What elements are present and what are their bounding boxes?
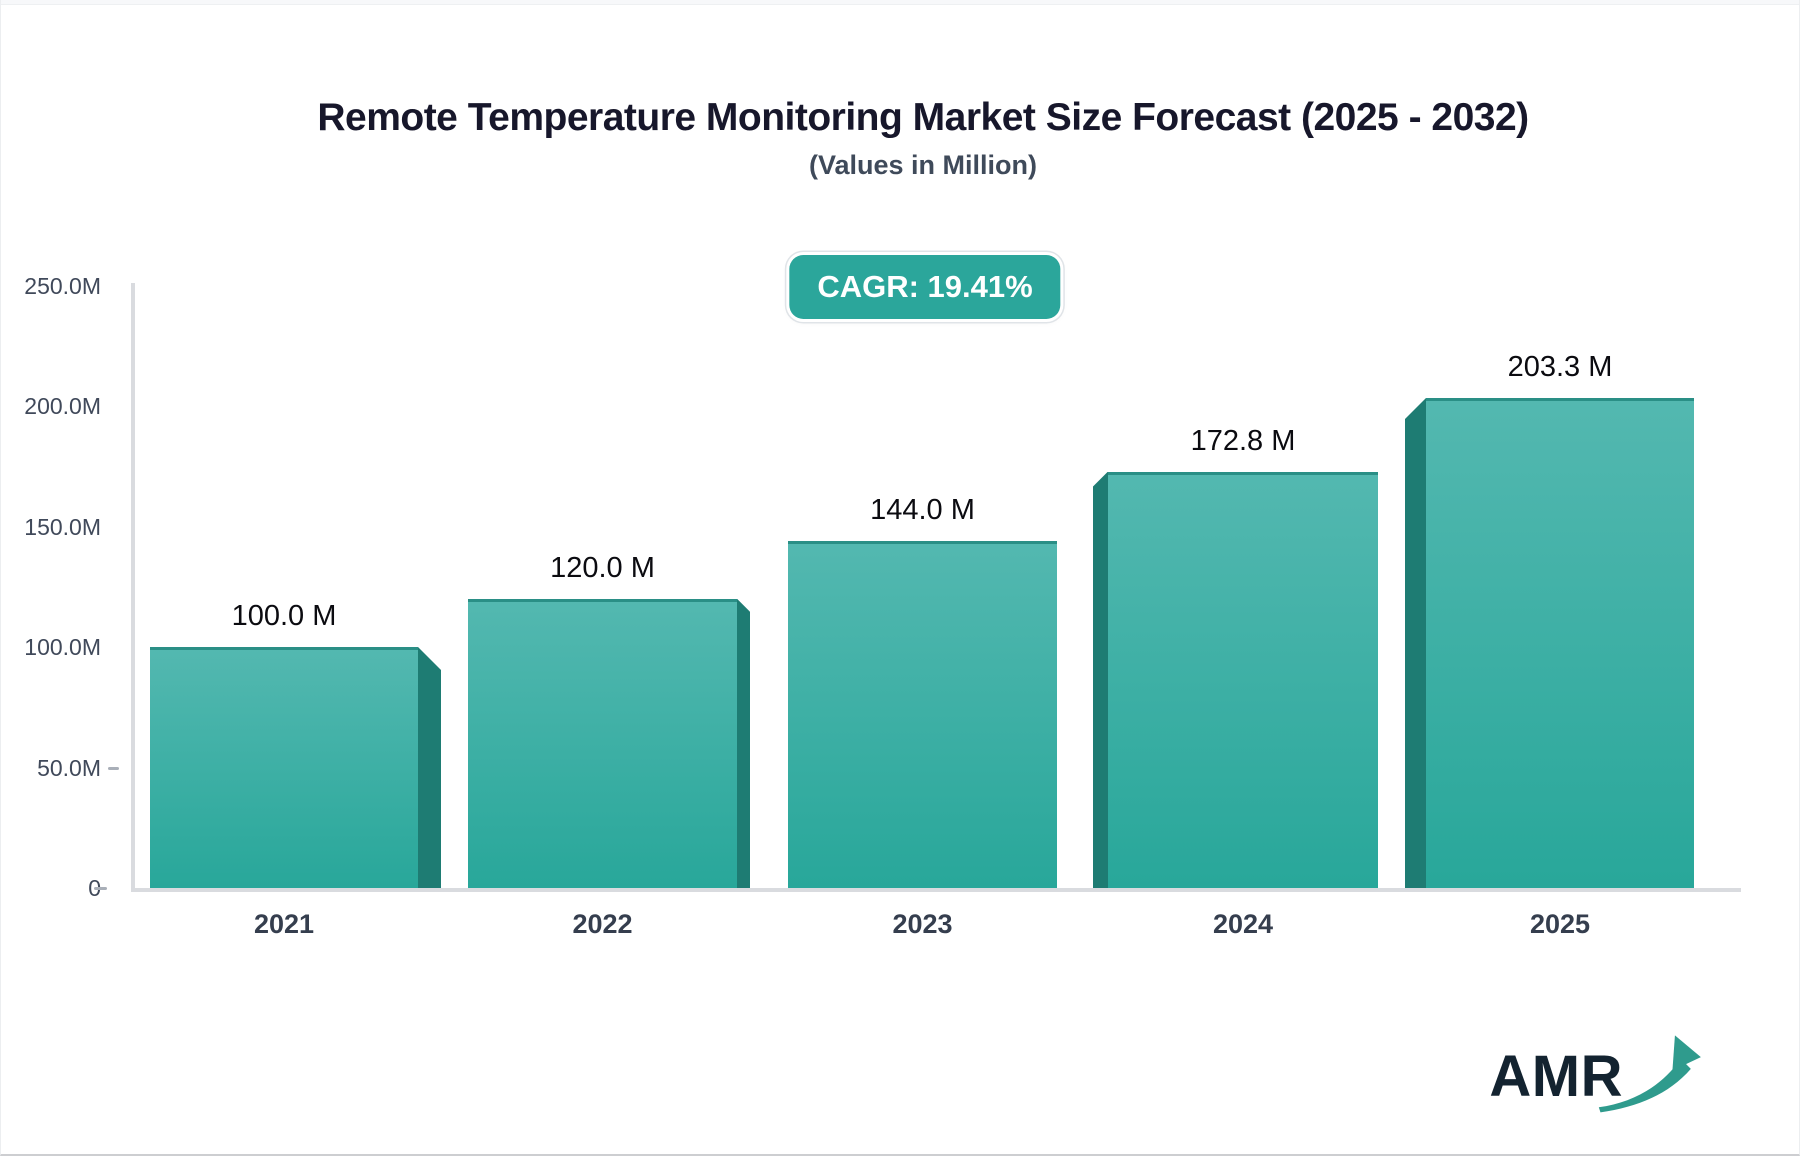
bar-side-face-2025: [1405, 398, 1426, 888]
y-axis-line: [131, 283, 135, 892]
cagr-badge: CAGR: 19.41%: [789, 255, 1061, 319]
bar-2023: [788, 540, 1057, 888]
bar-value-label-2024: 172.8 M: [1190, 424, 1296, 457]
y-axis-tick-mark: [108, 766, 119, 770]
bar-2025: [1426, 398, 1694, 888]
x-axis-line: [131, 888, 1741, 892]
bar-side-face-2021: [418, 647, 441, 888]
x-axis-label-2024: 2024: [1212, 909, 1274, 939]
chart-subtitle: (Values in Million): [808, 150, 1038, 180]
bar-value-label-2021: 100.0 M: [231, 600, 337, 632]
y-axis-tick-mark: [94, 887, 107, 890]
y-axis-tick-label: 0: [1, 873, 101, 903]
bar-value-label-2025: 203.3 M: [1507, 351, 1613, 384]
bar-2022: [468, 598, 737, 888]
bar-value-label-2022: 120.0 M: [550, 551, 655, 584]
top-strip: [1, 0, 1799, 5]
x-axis-label-2025: 2025: [1529, 909, 1591, 939]
x-axis-label-2022: 2022: [572, 909, 633, 939]
amr-logo: AMR: [1489, 1032, 1701, 1113]
bar-2021: [150, 647, 418, 888]
y-axis-tick-label: 150.0M: [24, 513, 101, 540]
x-axis-label-2023: 2023: [892, 909, 953, 939]
x-axis-label-2021: 2021: [253, 909, 315, 939]
y-axis-tick-label: 250.0M: [24, 272, 101, 299]
y-axis-tick-label: 100.0M: [24, 634, 101, 660]
bar-side-face-2024: [1093, 471, 1108, 888]
y-axis-tick-label: 200.0M: [24, 393, 101, 419]
growth-arrow-icon: [1598, 1035, 1701, 1113]
bar-2024: [1108, 471, 1378, 888]
bar-value-label-2023: 144.0 M: [870, 493, 975, 526]
chart-title: Remote Temperature Monitoring Market Siz…: [317, 96, 1529, 139]
bar-side-face-2022: [737, 598, 750, 888]
amr-logo-text: AMR: [1489, 1044, 1623, 1109]
y-axis-tick-label: 50.0M: [37, 754, 101, 781]
